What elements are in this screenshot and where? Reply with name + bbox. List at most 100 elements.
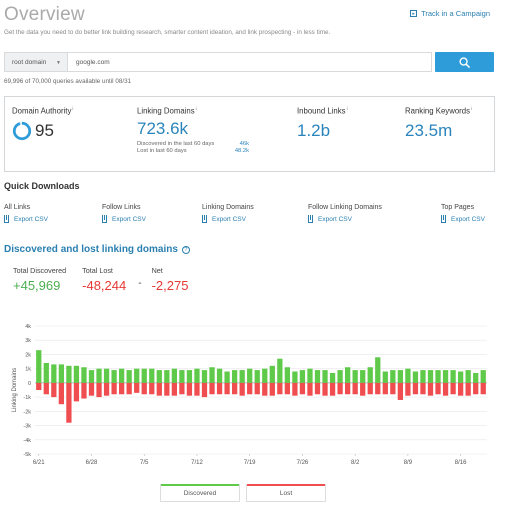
search-icon [459, 56, 470, 68]
lost-bar [352, 382, 358, 395]
discovered-bar [171, 368, 178, 383]
lost-bar [179, 382, 185, 395]
lost-bar [405, 382, 411, 396]
lost-bar [382, 382, 388, 395]
domain-authority-value: 95 [35, 120, 54, 140]
discovered-bar [307, 368, 313, 383]
lost-bar [262, 382, 268, 396]
quick-downloads: All Links Export CSV Follow Links Export… [4, 204, 498, 230]
discovered-bar [51, 364, 57, 383]
lost-60-value[interactable]: 48.2k [234, 147, 249, 154]
lost-bar [88, 382, 95, 396]
discovered-bar [126, 370, 132, 383]
search-button[interactable] [435, 52, 494, 72]
export-csv-link[interactable]: Export CSV [202, 215, 254, 223]
total-discovered-label: Total Discovered [13, 266, 67, 275]
discovered-bar [277, 358, 283, 383]
inbound-links-value: 1.2b [297, 120, 331, 140]
legend-discovered[interactable]: Discovered [160, 484, 240, 502]
export-csv-link[interactable]: Export CSV [308, 215, 382, 223]
authority-ring-icon [12, 122, 32, 141]
scope-select[interactable]: root domain ▼ [4, 52, 68, 72]
discovered-bar [58, 364, 65, 383]
y-tick-label: -4k [23, 438, 31, 444]
search-bar: root domain ▼ google.com [4, 52, 495, 72]
total-discovered-value: +45,969 [13, 278, 61, 293]
export-csv-text: Export CSV [318, 215, 352, 223]
discovered-bar [269, 365, 275, 383]
help-icon[interactable]: ? [181, 245, 190, 254]
download-icon [4, 215, 9, 223]
search-query: google.com [76, 58, 110, 66]
discovered-bar [480, 370, 486, 383]
discovered-bar [457, 371, 464, 383]
track-in-campaign-link[interactable]: ▸ Track in a Campaign [410, 9, 490, 18]
x-tick-label: 6/28 [86, 460, 98, 466]
lost-bar [216, 382, 223, 395]
lost-bar [427, 382, 434, 396]
x-tick-label: 7/12 [191, 460, 203, 466]
discovered-60-value[interactable]: 46k [239, 140, 249, 147]
lost-bar [397, 382, 404, 400]
lost-bar [442, 382, 449, 396]
lost-bar [412, 382, 419, 395]
info-icon[interactable]: i [195, 106, 197, 111]
lost-60-label: Lost in last 60 days [137, 147, 187, 154]
info-icon[interactable]: i [346, 106, 348, 111]
discovered-bar [412, 371, 419, 383]
export-csv-link[interactable]: Export CSV [441, 215, 485, 223]
lost-bar [367, 382, 373, 395]
legend-discovered-swatch [161, 484, 239, 486]
discovered-bar [292, 371, 298, 383]
discovered-lost-title-text: Discovered and lost linking domains [4, 244, 178, 255]
download-icon [441, 215, 446, 223]
discovered-lost-title: Discovered and lost linking domains ? [4, 244, 190, 255]
discovered-bar [397, 370, 404, 383]
discovered-bar [66, 365, 72, 383]
lost-row: Lost in last 60 days 48.2k [137, 148, 249, 154]
lost-bar [171, 382, 178, 396]
y-tick-label: -3k [23, 424, 31, 430]
discovered-bar [405, 368, 411, 383]
download-label: All Links [4, 204, 31, 211]
info-icon[interactable]: i [471, 106, 473, 111]
y-tick-label: 0 [28, 381, 31, 387]
lost-bar [141, 382, 147, 395]
metrics-panel: Domain Authorityi 95 Linking Domainsi 72… [4, 96, 495, 172]
lost-bar [284, 382, 291, 395]
discovered-bar [322, 370, 328, 383]
info-icon[interactable]: i [72, 106, 74, 111]
discovered-bar [81, 367, 87, 383]
net-value: -2,275 [151, 278, 189, 293]
discovered-bar [118, 368, 125, 383]
legend-lost-swatch [247, 484, 325, 486]
discovered-bar [352, 370, 358, 383]
export-csv-link[interactable]: Export CSV [102, 215, 146, 223]
legend-lost[interactable]: Lost [246, 484, 326, 502]
download-follow-linking-domains: Follow Linking Domains Export CSV [308, 204, 382, 223]
lost-bar [307, 382, 313, 396]
download-icon [202, 215, 207, 223]
totals-row: Total Discovered +45,969 Total Lost -48,… [13, 266, 204, 293]
lost-bar [118, 382, 125, 395]
export-csv-text: Export CSV [112, 215, 146, 223]
inbound-links-metric: Inbound Linksi 1.2b [290, 97, 398, 171]
discovered-bar [247, 368, 253, 383]
y-axis-label: Linking Domains [12, 368, 18, 412]
export-csv-link[interactable]: Export CSV [4, 215, 48, 223]
lost-bar [209, 382, 215, 395]
ranking-keywords-metric: Ranking Keywordsi 23.5m [398, 97, 494, 171]
lost-bar [390, 382, 396, 395]
lost-bar [254, 382, 260, 395]
lost-bar [186, 382, 193, 396]
discovered-bar [473, 372, 479, 383]
linking-domains-label: Linking Domainsi [137, 106, 197, 116]
lost-bar [96, 382, 102, 398]
discovered-bar [231, 370, 238, 383]
quick-downloads-title: Quick Downloads [4, 181, 80, 191]
search-input[interactable]: google.com [68, 52, 432, 72]
discovered-bar [367, 367, 373, 383]
domain-authority-metric: Domain Authorityi 95 [5, 97, 130, 171]
total-lost: Total Lost -48,244 [82, 266, 126, 293]
lost-bar [322, 382, 328, 396]
